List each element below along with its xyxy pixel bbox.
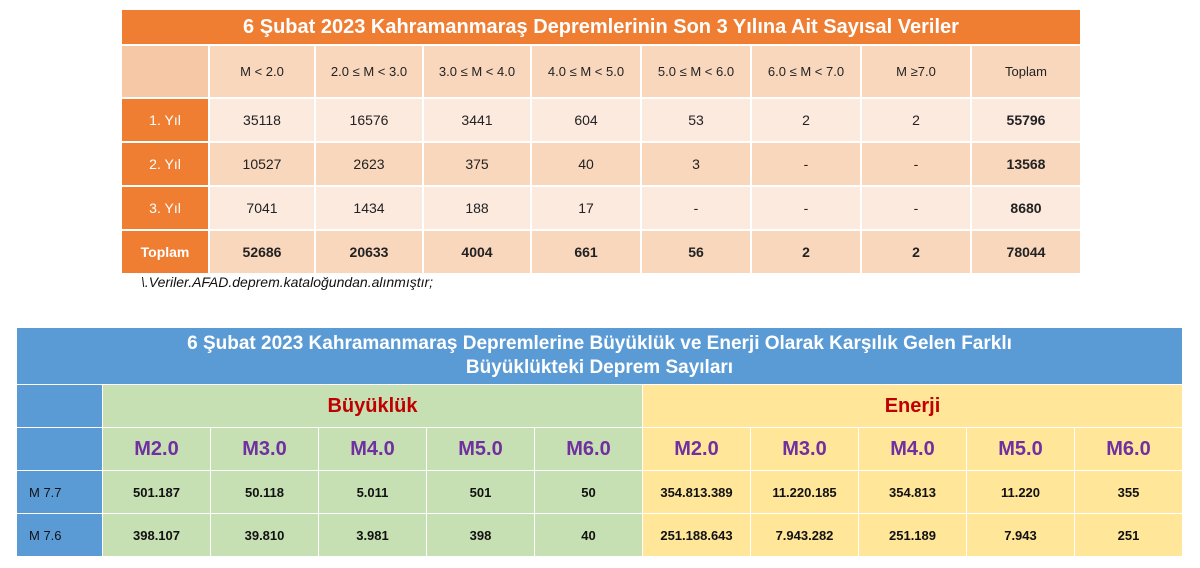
table-cell: 40	[530, 141, 642, 187]
table1-col-header: 4.0 ≤ M < 5.0	[530, 44, 642, 99]
row-label: 2. Yıl	[120, 141, 210, 187]
table1-col-header: M ≥7.0	[860, 44, 972, 99]
grand-total-cell: 78044	[970, 229, 1082, 275]
table-cell: 501.187	[102, 470, 211, 514]
table-cell: 53	[640, 97, 752, 143]
total-cell: 2	[860, 229, 972, 275]
table-cell: 3	[640, 141, 752, 187]
table-cell: 355	[1074, 470, 1183, 514]
table-cell: 2	[750, 97, 862, 143]
table-cell: 188	[422, 185, 532, 231]
table-cell: 398.107	[102, 513, 211, 557]
table-cell: 3.981	[318, 513, 427, 557]
table-row: 2. Yıl 10527 2623 375 40 3 - - 13568	[120, 141, 1082, 187]
table-row: M 7.6 398.107 39.810 3.981 398 40 251.18…	[16, 513, 1183, 557]
table1-col-header-total: Toplam	[970, 44, 1082, 99]
table-cell: -	[750, 185, 862, 231]
table1-title: 6 Şubat 2023 Kahramanmaraş Depremlerinin…	[120, 8, 1082, 46]
table-cell: 7.943.282	[750, 513, 859, 557]
row-label: M 7.6	[16, 513, 103, 557]
total-cell: 4004	[422, 229, 532, 275]
table1-header-row: M < 2.0 2.0 ≤ M < 3.0 3.0 ≤ M < 4.0 4.0 …	[120, 44, 1082, 99]
total-cell: 52686	[208, 229, 316, 275]
row-total-cell: 8680	[970, 185, 1082, 231]
energy-col-header: M3.0	[750, 427, 859, 471]
table-cell: 354.813.389	[642, 470, 751, 514]
table-cell: 10527	[208, 141, 316, 187]
table-cell: 5.011	[318, 470, 427, 514]
table-cell: 40	[534, 513, 643, 557]
magnitude-col-header: M2.0	[102, 427, 211, 471]
magnitude-energy-table: 6 Şubat 2023 Kahramanmaraş Depremlerine …	[16, 327, 1183, 557]
table-cell: 16576	[314, 97, 424, 143]
table1-col-header: M < 2.0	[208, 44, 316, 99]
table-cell: 2623	[314, 141, 424, 187]
row-label: 3. Yıl	[120, 185, 210, 231]
energy-col-header: M4.0	[858, 427, 967, 471]
group-header-magnitude: Büyüklük	[102, 384, 643, 428]
table-cell: -	[750, 141, 862, 187]
table-row: 3. Yıl 7041 1434 188 17 - - - 8680	[120, 185, 1082, 231]
energy-col-header: M5.0	[966, 427, 1075, 471]
table-cell: 11.220	[966, 470, 1075, 514]
source-note: \.Veriler.AFAD.deprem.kataloğundan.alınm…	[141, 274, 434, 290]
earthquake-yearly-table: 6 Şubat 2023 Kahramanmaraş Depremlerinin…	[120, 8, 1082, 275]
magnitude-col-header: M3.0	[210, 427, 319, 471]
table-row: M 7.7 501.187 50.118 5.011 501 50 354.81…	[16, 470, 1183, 514]
magnitude-col-header: M5.0	[426, 427, 535, 471]
table-cell: 251.188.643	[642, 513, 751, 557]
row-total-cell: 55796	[970, 97, 1082, 143]
table2-magnitude-header-row: M2.0 M3.0 M4.0 M5.0 M6.0 M2.0 M3.0 M4.0 …	[16, 427, 1183, 471]
energy-col-header: M6.0	[1074, 427, 1183, 471]
total-cell: 20633	[314, 229, 424, 275]
total-cell: 661	[530, 229, 642, 275]
table2-corner-cell	[16, 384, 103, 428]
table-cell: 251	[1074, 513, 1183, 557]
table-cell: 501	[426, 470, 535, 514]
magnitude-col-header: M4.0	[318, 427, 427, 471]
table2-corner-cell	[16, 427, 103, 471]
table-cell: 251.189	[858, 513, 967, 557]
table-row: 1. Yıl 35118 16576 3441 604 53 2 2 55796	[120, 97, 1082, 143]
table2-title: 6 Şubat 2023 Kahramanmaraş Depremlerine …	[16, 327, 1183, 385]
table-cell: 1434	[314, 185, 424, 231]
table-cell: 2	[860, 97, 972, 143]
total-cell: 56	[640, 229, 752, 275]
total-cell: 2	[750, 229, 862, 275]
table1-col-header: 2.0 ≤ M < 3.0	[314, 44, 424, 99]
table-cell: 17	[530, 185, 642, 231]
row-label: M 7.7	[16, 470, 103, 514]
table1-col-header: 3.0 ≤ M < 4.0	[422, 44, 532, 99]
table-cell: 375	[422, 141, 532, 187]
table-cell: 3441	[422, 97, 532, 143]
table2-title-line2: Büyüklükteki Deprem Sayıları	[465, 357, 734, 378]
table-cell: -	[860, 185, 972, 231]
group-header-energy: Enerji	[642, 384, 1183, 428]
row-total-cell: 13568	[970, 141, 1082, 187]
table1-col-header: 6.0 ≤ M < 7.0	[750, 44, 862, 99]
table-total-row: Toplam 52686 20633 4004 661 56 2 2 78044	[120, 229, 1082, 275]
table1-corner-cell	[120, 44, 210, 99]
table-cell: 7041	[208, 185, 316, 231]
table-cell: -	[860, 141, 972, 187]
table-cell: 398	[426, 513, 535, 557]
energy-col-header: M2.0	[642, 427, 751, 471]
table-cell: 604	[530, 97, 642, 143]
table-cell: 50.118	[210, 470, 319, 514]
table-cell: 39.810	[210, 513, 319, 557]
table2-title-line1: 6 Şubat 2023 Kahramanmaraş Depremlerine …	[187, 333, 1012, 354]
table-cell: 11.220.185	[750, 470, 859, 514]
magnitude-col-header: M6.0	[534, 427, 643, 471]
table-cell: 50	[534, 470, 643, 514]
table2-group-row: Büyüklük Enerji	[16, 384, 1183, 428]
table-cell: 35118	[208, 97, 316, 143]
table1-col-header: 5.0 ≤ M < 6.0	[640, 44, 752, 99]
row-label: 1. Yıl	[120, 97, 210, 143]
total-row-label: Toplam	[120, 229, 210, 275]
table-cell: 354.813	[858, 470, 967, 514]
table-cell: 7.943	[966, 513, 1075, 557]
table-cell: -	[640, 185, 752, 231]
